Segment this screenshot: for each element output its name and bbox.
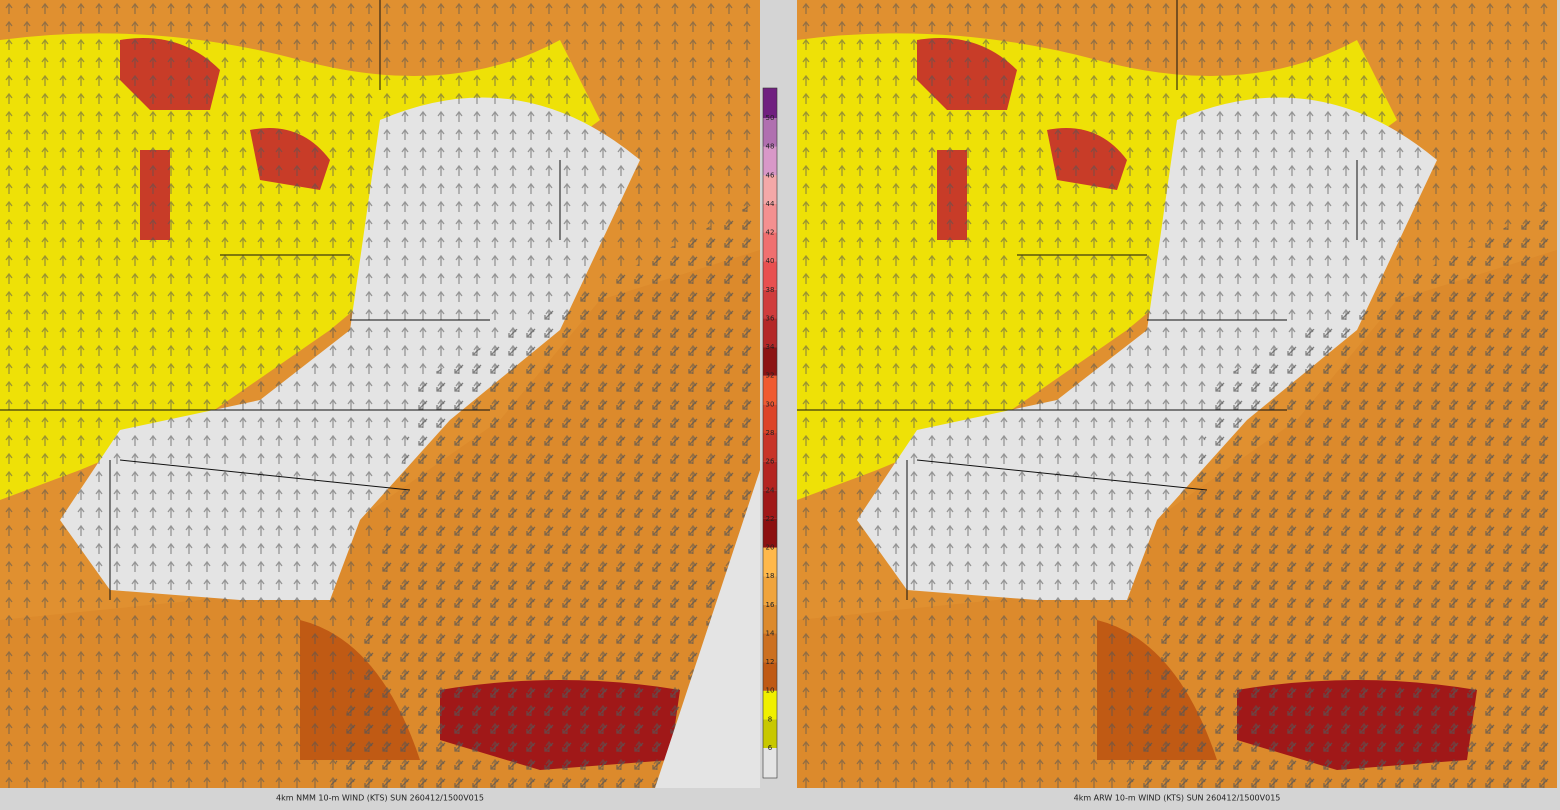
colorbar-band (763, 748, 777, 778)
colorbar: 6 8 10 12 14 16 18 20 22 24 26 28 30 32 34 36 38 40 42 44 46… (762, 87, 778, 779)
colorbar-label: 10 (766, 687, 775, 695)
colorbar-label: 48 (766, 143, 775, 151)
colorbar-band (763, 576, 777, 605)
left-panel: 4km NMM 10-m WIND (KTS) SUN 260412/1500V… (0, 0, 761, 810)
colorbar-label: 14 (766, 629, 775, 637)
colorbar-band (763, 347, 777, 376)
colorbar-band (763, 662, 777, 691)
colorbar-label: 44 (766, 200, 775, 208)
colorbar-label: 46 (766, 171, 775, 179)
colorbar-band (763, 118, 777, 147)
colorbar-frame (762, 87, 778, 779)
colorbar-band (763, 146, 777, 176)
colorbar-label: 12 (766, 658, 775, 666)
colorbar-band (763, 88, 777, 118)
colorbar-label: 6 (768, 744, 773, 752)
colorbar-band (763, 261, 777, 290)
colorbar-label: 20 (766, 544, 775, 552)
colorbar-label: 18 (766, 572, 775, 580)
colorbar-band (763, 518, 777, 548)
colorbar-band (763, 461, 777, 491)
caption: 4km NMM 10-m WIND (KTS) SUN 260412/1500V… (276, 794, 484, 803)
colorbar-label: 8 (768, 715, 772, 723)
colorbar-band (763, 490, 777, 519)
colorbar-band (763, 375, 777, 405)
colorbar-label: 50 (766, 114, 775, 122)
colorbar-band (763, 690, 777, 720)
colorbar-band (763, 289, 777, 319)
colorbar-label: 40 (766, 257, 775, 265)
colorbar-band (763, 175, 777, 204)
colorbar-label: 34 (766, 343, 775, 351)
caption: 4km ARW 10-m WIND (KTS) SUN 260412/1500V… (1074, 794, 1281, 803)
colorbar-label: 24 (766, 486, 775, 494)
right-panel: 4km ARW 10-m WIND (KTS) SUN 260412/1500V… (795, 0, 1560, 810)
colorbar-band (763, 433, 777, 462)
colorbar-label: 22 (766, 515, 775, 523)
no-data-area (655, 470, 760, 788)
colorbar-band (763, 604, 777, 634)
colorbar-label: 16 (766, 601, 775, 609)
colorbar-band (763, 547, 777, 577)
colorbar-band (763, 203, 777, 233)
colorbar-band (763, 318, 777, 348)
colorbar-label: 28 (766, 429, 775, 437)
colorbar-band (763, 633, 777, 663)
colorbar-band (763, 404, 777, 433)
colorbar-label: 30 (766, 400, 775, 408)
colorbar-band (763, 232, 777, 262)
colorbar-label: 38 (766, 286, 775, 294)
colorbar-label: 26 (766, 458, 775, 466)
colorbar-label: 36 (766, 314, 775, 322)
colorbar-band (763, 719, 777, 748)
colorbar-label: 32 (766, 372, 775, 380)
colorbar-label: 42 (766, 229, 775, 237)
